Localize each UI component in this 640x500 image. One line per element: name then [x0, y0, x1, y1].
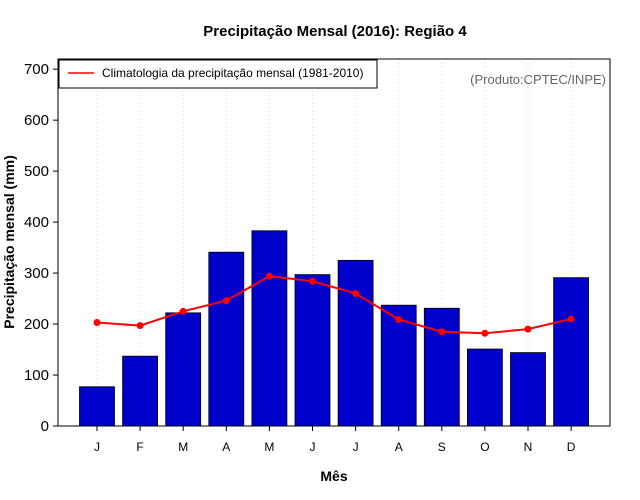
bar-j-1: [79, 386, 115, 427]
x-tick-label: A: [395, 440, 403, 454]
x-tick-label: A: [222, 440, 230, 454]
x-tick-label: J: [94, 440, 100, 454]
climatology-point: [481, 329, 489, 337]
climatology-point: [179, 307, 187, 315]
bar-n-11: [510, 352, 546, 427]
x-tick-label: S: [438, 440, 446, 454]
y-axis: 0 100 200 300 400 500 600 700: [24, 61, 58, 435]
y-tick-label: 500: [24, 163, 49, 180]
bar-f-2: [122, 355, 158, 427]
bars-layer: [79, 230, 589, 427]
x-tick-label: O: [480, 440, 489, 454]
y-tick-label: 0: [41, 418, 49, 435]
bar-d-12: [553, 277, 589, 427]
legend: Climatologia da precipitação mensal (198…: [58, 59, 378, 89]
x-tick-label: J: [310, 440, 316, 454]
climatology-point: [395, 315, 403, 323]
y-tick-label: 600: [24, 112, 49, 129]
y-tick-label: 300: [24, 265, 49, 282]
x-tick-label: M: [178, 440, 188, 454]
bar-m-5: [251, 230, 288, 427]
y-tick-label: 200: [24, 316, 49, 333]
climatology-point: [136, 322, 144, 330]
climatology-line-layer: [93, 272, 575, 337]
bar-a-8: [380, 304, 417, 427]
climatology-point: [93, 319, 101, 327]
x-tick-label: J: [353, 440, 359, 454]
climatology-point: [265, 272, 273, 280]
climatology-point: [524, 325, 532, 333]
legend-label: Climatologia da precipitação mensal (198…: [102, 66, 363, 80]
climatology-point: [309, 277, 316, 285]
climatology-point: [567, 315, 575, 323]
source-note: (Produto:CPTEC/INPE): [470, 72, 606, 87]
y-tick-label: 400: [24, 214, 49, 231]
bar-o-10: [466, 348, 503, 427]
bar-j-7: [337, 259, 374, 427]
x-axis-title: Mês: [320, 468, 347, 484]
legend-box: [58, 59, 378, 89]
y-tick-label: 700: [24, 61, 49, 78]
x-tick-label: D: [567, 440, 576, 454]
x-tick-label: M: [264, 440, 274, 454]
bar-a-4: [208, 251, 245, 427]
x-tick-label: N: [524, 440, 533, 454]
bar-s-9: [423, 307, 460, 427]
y-axis-title: Precipitação mensal (mm): [1, 155, 17, 329]
chart-title: Precipitação Mensal (2016): Região 4: [203, 23, 467, 40]
climatology-point: [352, 289, 360, 297]
y-tick-label: 100: [24, 367, 49, 384]
bar-m-3: [165, 312, 202, 427]
climatology-line: [96, 275, 572, 335]
climatology-point: [438, 328, 446, 336]
bar-j-6: [294, 274, 331, 427]
climatology-point: [222, 297, 230, 305]
plot-frame: [57, 58, 611, 427]
x-tick-label: F: [136, 440, 143, 454]
